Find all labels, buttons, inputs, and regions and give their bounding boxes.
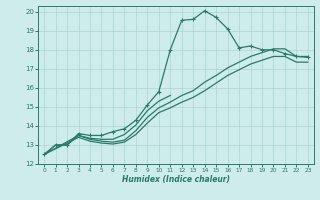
X-axis label: Humidex (Indice chaleur): Humidex (Indice chaleur): [122, 175, 230, 184]
